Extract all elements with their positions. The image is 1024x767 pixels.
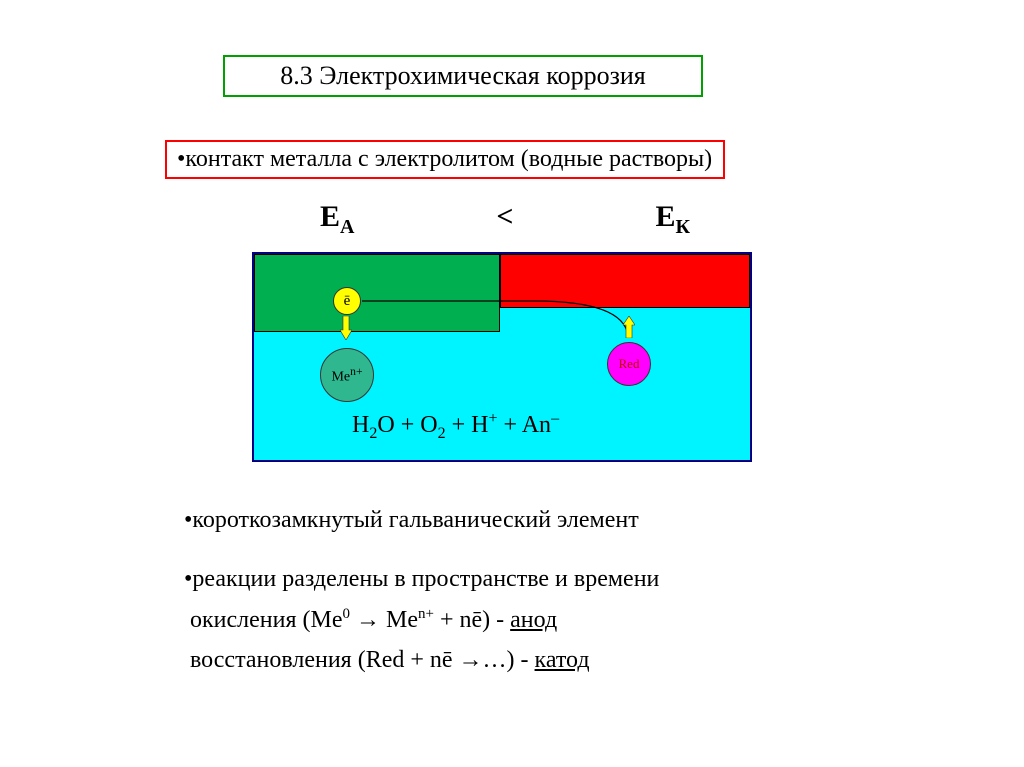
b3-arr: → Me [350,607,418,633]
eq-hsup: + [488,410,497,427]
eq-hh: H [471,412,488,438]
subtitle-box: •контакт металла с электролитом (водные … [165,140,725,179]
b3-s0: 0 [343,606,351,622]
ea-sub: A [340,216,354,238]
bullet-4: восстановления (Red + nē →…) - катод [184,640,659,681]
ion-me: Me [331,369,350,384]
title-box: 8.3 Электрохимическая коррозия [223,55,703,97]
b4-pre: восстановления (Red + nē →…) - [190,647,535,673]
title-text: 8.3 Электрохимическая коррозия [280,61,645,90]
eq-p2: + [446,412,472,438]
ek-sub: К [675,216,690,238]
eq-o2a: O [420,412,437,438]
bullet-1: •короткозамкнутый гальванический элемент [184,500,659,541]
eq-an: An [522,412,551,438]
ek-e: E [655,200,675,233]
electron-label: ē [344,293,351,310]
inequality-row: EA < EК [320,200,690,239]
cathode-region [500,254,750,308]
bullet-list: •короткозамкнутый гальванический элемент… [184,500,659,681]
arrow-up-icon [623,316,635,338]
solution-equation: H2O + O2 + H+ + An– [352,410,559,443]
metal-ion-icon: Men+ [320,348,374,402]
ea-e: E [320,200,340,233]
corrosion-diagram: ē Men+ Red H2O + O2 + H+ + An– [252,252,752,462]
anode-region [254,254,500,332]
ion-sup: n+ [350,365,362,378]
red-label: Red [619,356,640,372]
eq-o2b: 2 [438,425,446,442]
arrow-down-icon [340,316,352,340]
bullet-3: окисления (Me0 → Men+ + nē) - анод [184,600,659,641]
eq-ansup: – [551,410,559,427]
b3-pre: окисления (Me [190,607,343,633]
b3-anode: анод [510,607,557,633]
ek-label: EК [655,200,690,239]
reductant-icon: Red [607,342,651,386]
b4-cathode: катод [535,647,590,673]
bullet-2: •реакции разделены в пространстве и врем… [184,559,659,600]
eq-h: H [352,412,369,438]
b3-mid: + nē) - [434,607,510,633]
eq-p3: + [498,412,522,438]
b3-sn: n+ [418,606,434,622]
subtitle-text: •контакт металла с электролитом (водные … [177,146,712,172]
eq-p1: + [395,412,421,438]
lt-op: < [496,200,513,239]
eq-o: O [377,412,394,438]
ion-label: Men+ [331,365,362,386]
electron-icon: ē [333,287,361,315]
ea-label: EA [320,200,354,239]
